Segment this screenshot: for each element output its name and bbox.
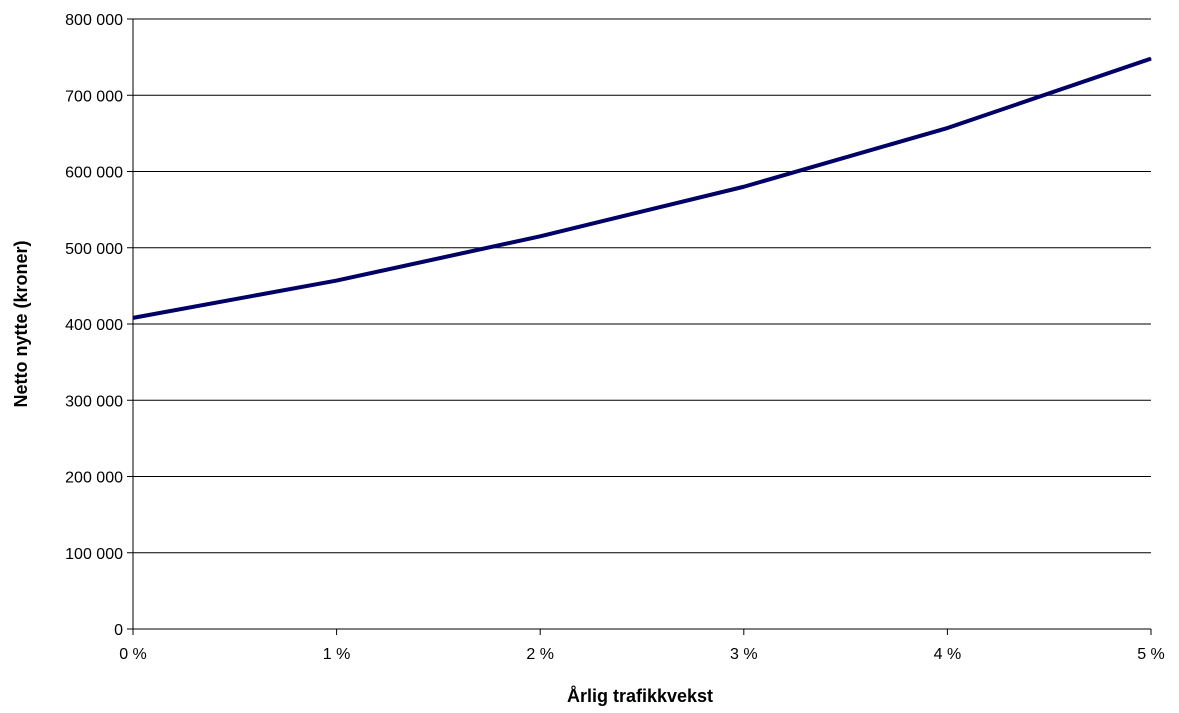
y-tick-label: 400 000 (65, 317, 123, 334)
y-tick-label: 100 000 (65, 546, 123, 563)
data-point (743, 186, 745, 188)
data-point (946, 127, 948, 129)
axes (127, 18, 1152, 635)
y-tick-label: 700 000 (65, 88, 123, 105)
y-tick-label: 200 000 (65, 470, 123, 487)
data-point (1150, 58, 1152, 60)
x-tick-label: 1 % (323, 646, 351, 663)
series-line (132, 56, 1152, 320)
x-axis-title: Årlig trafikkvekst (567, 686, 713, 706)
y-axis-title: Netto nytte (kroner) (11, 240, 31, 407)
y-tick-label: 300 000 (65, 393, 123, 410)
x-tick-label: 0 % (119, 646, 147, 663)
x-tick-label: 3 % (730, 646, 758, 663)
x-tick-label: 5 % (1137, 646, 1165, 663)
data-point (132, 317, 134, 319)
series-layer (132, 56, 1152, 320)
x-tick-label: 4 % (934, 646, 962, 663)
y-tick-label: 600 000 (65, 165, 123, 182)
y-tick-label: 0 (114, 622, 123, 639)
data-point (539, 235, 541, 237)
y-tick-label: 500 000 (65, 241, 123, 258)
x-tick-labels: 0 % 1 % 2 % 3 % 4 % 5 % (119, 646, 1165, 663)
gridlines (133, 18, 1151, 554)
y-tick-labels: 0 100 000 200 000 300 000 400 000 500 000 600 … (65, 12, 123, 639)
x-tick-label: 2 % (526, 646, 554, 663)
y-tick-label: 800 000 (65, 12, 123, 29)
data-point (336, 280, 338, 282)
